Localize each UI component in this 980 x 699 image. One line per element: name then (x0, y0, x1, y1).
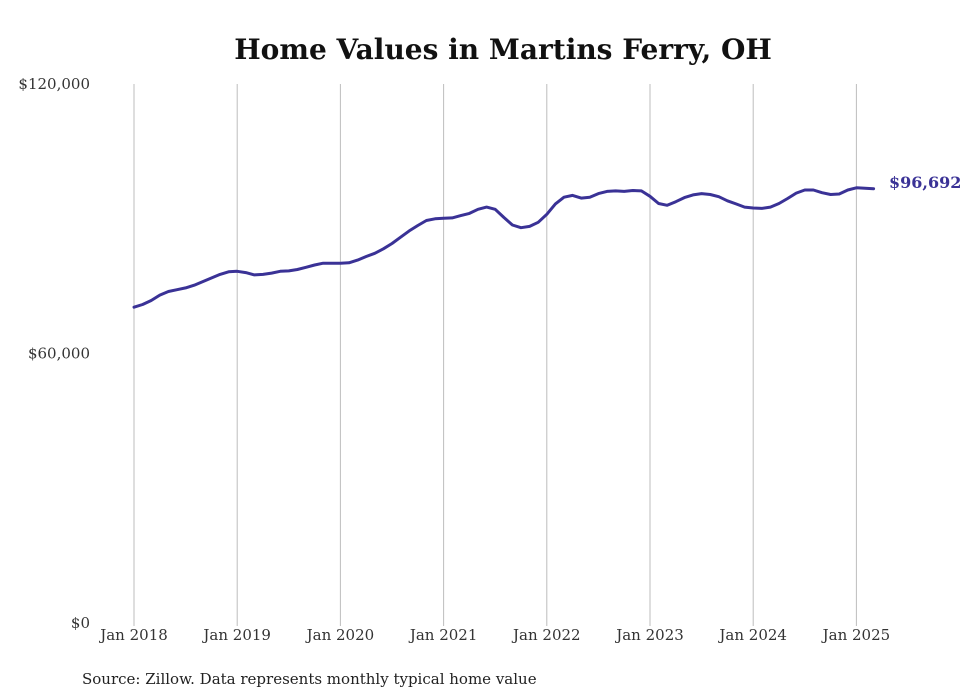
y-tick-label: $120,000 (18, 75, 90, 93)
y-axis-ticks: $0 $60,000 $120,000 (18, 75, 90, 632)
chart-title: Home Values in Martins Ferry, OH (234, 33, 772, 66)
x-axis-ticks: Jan 2018 Jan 2019 Jan 2020 Jan 2021 Jan 2022… (98, 626, 890, 644)
y-tick-label: $60,000 (28, 345, 90, 363)
end-value-label: $96,692 (889, 173, 961, 192)
x-tick-label: Jan 2024 (717, 626, 787, 644)
x-tick-label: Jan 2023 (614, 626, 684, 644)
grid-lines (133, 84, 857, 626)
x-tick-label: Jan 2019 (201, 626, 271, 644)
x-tick-label: Jan 2021 (408, 626, 478, 644)
x-tick-label: Jan 2018 (98, 626, 168, 644)
source-note: Source: Zillow. Data represents monthly … (82, 670, 537, 688)
y-tick-label: $0 (71, 614, 90, 632)
x-tick-label: Jan 2020 (305, 626, 375, 644)
x-tick-label: Jan 2025 (821, 626, 891, 644)
series-line-home-value (132, 186, 876, 309)
x-tick-label: Jan 2022 (511, 626, 581, 644)
